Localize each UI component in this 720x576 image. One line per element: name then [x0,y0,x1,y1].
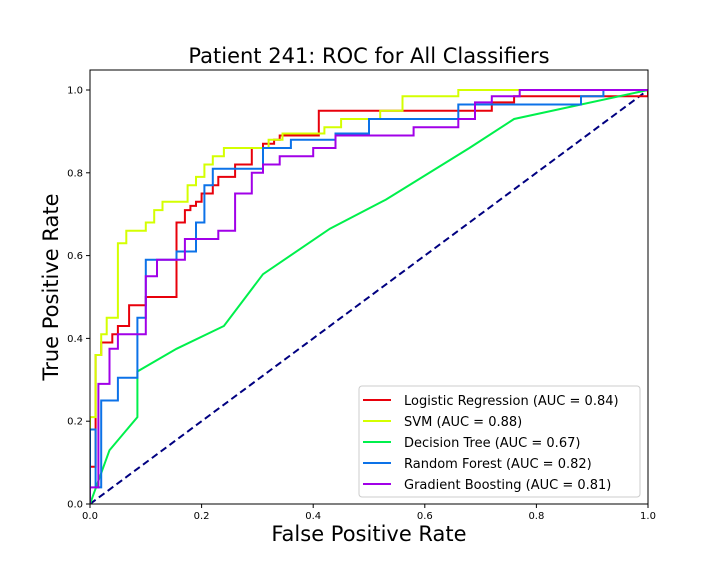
series-line-3 [90,89,648,504]
y-tick-label: 1.0 [67,86,83,97]
series-line-1 [90,89,648,504]
series-line-4 [90,89,648,504]
chart-title: Patient 241: ROC for All Classifiers [188,44,549,68]
series-line-2 [90,89,648,504]
y-tick-label: 0.6 [67,251,83,262]
x-axis-label: False Positive Rate [271,522,466,546]
y-tick-label: 0.8 [67,168,83,179]
x-tick-label: 1.0 [640,511,656,522]
x-tick-label: 0.4 [305,511,321,522]
plot-frame [89,69,649,505]
legend-label-4: Gradient Boosting (AUC = 0.81) [404,478,611,493]
x-tick-label: 0.8 [528,511,544,522]
y-tick-label: 0.2 [67,417,83,428]
legend-label-3: Random Forest (AUC = 0.82) [404,457,592,472]
x-tick-label: 0.2 [194,511,210,522]
legend-label-1: SVM (AUC = 0.88) [404,415,522,430]
x-tick-label: 0.0 [82,511,98,522]
y-tick-label: 0.4 [67,334,83,345]
legend-box [358,385,641,498]
series-line-0 [90,90,648,504]
chance-diagonal-line [90,89,648,504]
y-tick-label: 0.0 [67,500,83,511]
legend-label-0: Logistic Regression (AUC = 0.84) [404,394,619,409]
x-tick-label: 0.6 [417,511,433,522]
y-axis-label: True Positive Rate [39,193,63,381]
legend: Logistic Regression (AUC = 0.84) SVM (AUC… [358,385,641,498]
legend-label-2: Decision Tree (AUC = 0.67) [404,436,580,451]
